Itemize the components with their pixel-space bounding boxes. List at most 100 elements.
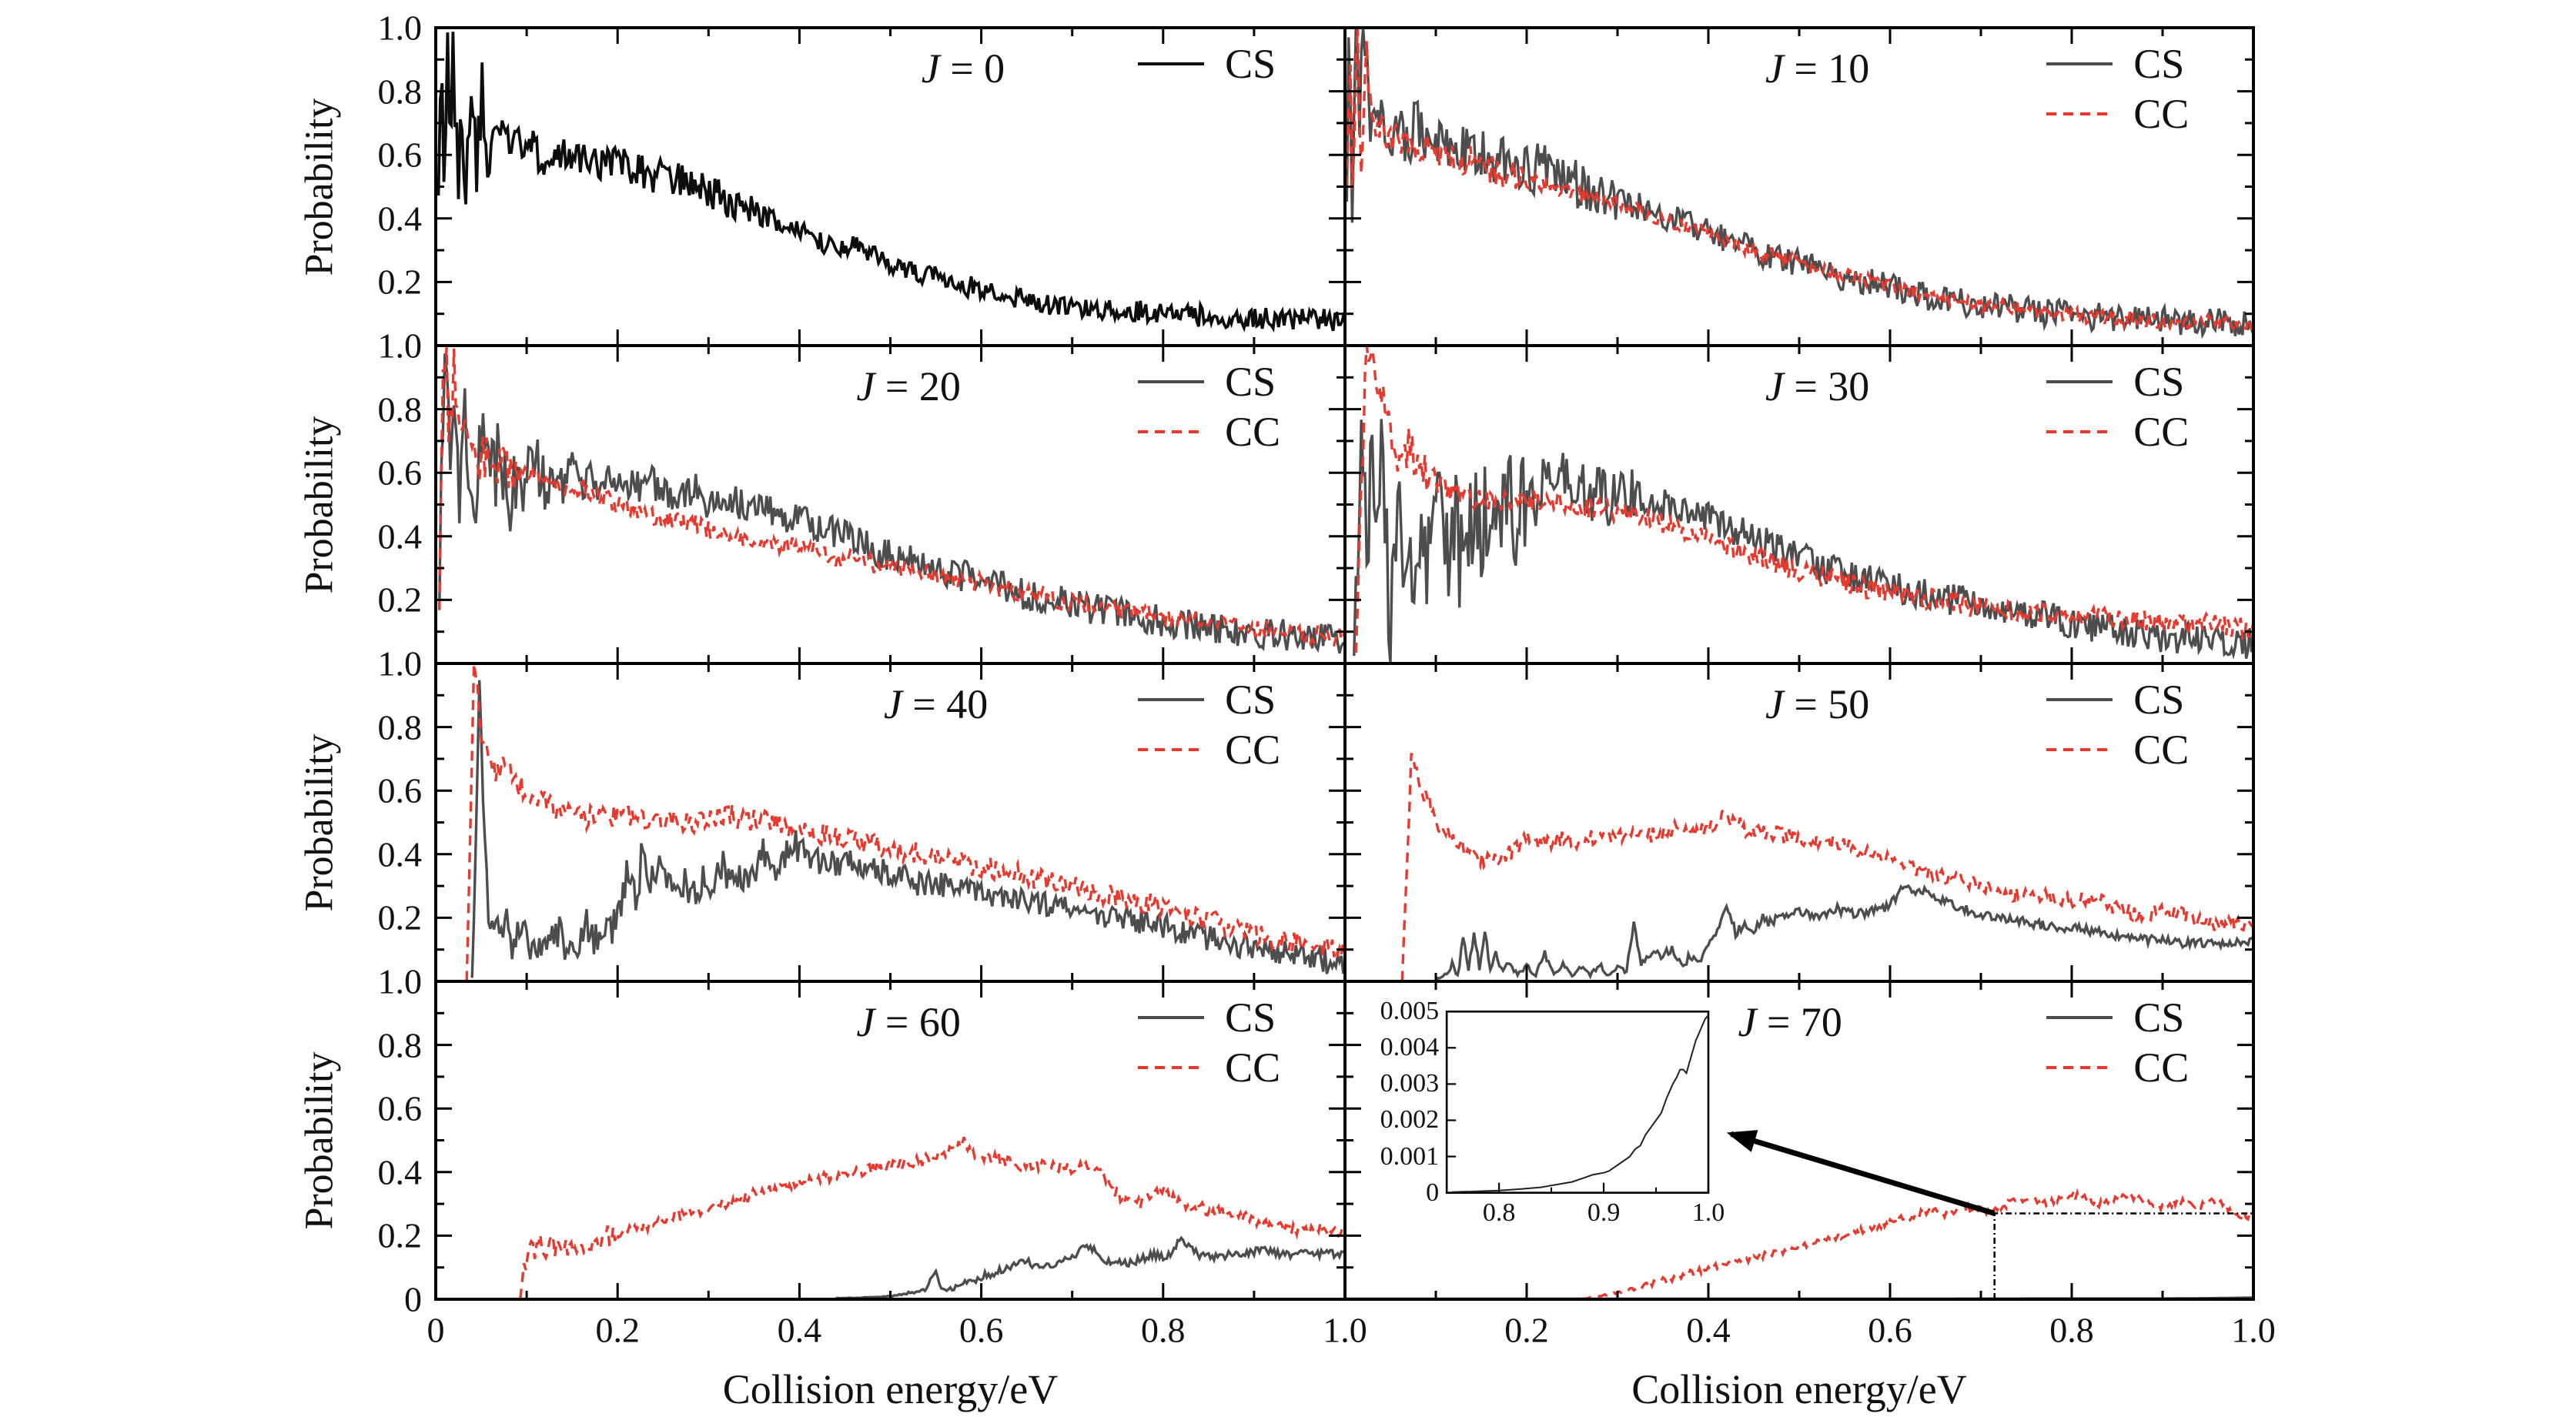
legend-label-cs: CS bbox=[2133, 359, 2185, 406]
x-tick-label: 0.2 bbox=[595, 1310, 640, 1350]
panel-label-j10: J = 10 bbox=[1765, 45, 1869, 92]
x-axis-title-right: Collision energy/eV bbox=[1631, 1366, 1967, 1412]
y-tick-label: 0.8 bbox=[377, 389, 423, 429]
panel-label-j-symbol: J bbox=[883, 680, 902, 727]
panel-label-value: = 30 bbox=[1783, 363, 1870, 409]
panel-label-value: = 40 bbox=[902, 680, 989, 727]
legend-sample-cs bbox=[1137, 380, 1204, 384]
legend-label-cs: CS bbox=[2133, 677, 2185, 724]
y-tick-label: 0.2 bbox=[377, 262, 423, 302]
curve-j70-cc bbox=[1581, 1188, 2253, 1299]
x-tick-label: 0.4 bbox=[777, 1310, 822, 1350]
panel-border bbox=[1343, 980, 2255, 1301]
legend-sample-cc bbox=[1137, 430, 1204, 434]
legend-label-cc: CC bbox=[1225, 727, 1281, 774]
y-tick-label: 0.6 bbox=[377, 770, 423, 810]
y-tick-label: 1.0 bbox=[377, 643, 423, 683]
panel-label-j-symbol: J bbox=[1765, 680, 1784, 727]
legend-sample-cc bbox=[2046, 430, 2113, 434]
x-tick-label-shared: 1.0 bbox=[1323, 1310, 1367, 1350]
y-tick-label: 1.0 bbox=[377, 961, 423, 1001]
panel-label-j-symbol: J bbox=[1765, 45, 1784, 92]
inset-y-tick-label: 0 bbox=[1426, 1178, 1440, 1207]
legend-label-cc: CC bbox=[2133, 91, 2190, 138]
y-tick-label-zero: 0 bbox=[404, 1279, 422, 1319]
panel-label-value: = 60 bbox=[875, 998, 961, 1045]
panel-j30 bbox=[1343, 344, 2255, 665]
legend-label-cc: CC bbox=[2133, 1044, 2190, 1091]
inset-frame bbox=[1445, 1010, 1710, 1194]
inset-curve-cs bbox=[1451, 1014, 1709, 1193]
inset-y-tick-label: 0.004 bbox=[1380, 1033, 1440, 1062]
curve-j20-cs bbox=[438, 353, 1345, 654]
y-tick-label: 0.6 bbox=[377, 453, 423, 493]
legend-label-cs: CS bbox=[1225, 41, 1276, 88]
legend-label-cs: CS bbox=[1225, 359, 1276, 406]
y-tick-label: 0.6 bbox=[377, 1088, 423, 1128]
y-axis-title: Probability bbox=[297, 97, 342, 276]
y-tick-label: 0.6 bbox=[377, 135, 423, 175]
legend-label-cc: CC bbox=[2133, 409, 2190, 456]
panel-label-j20: J = 20 bbox=[856, 363, 960, 410]
legend-sample-cs bbox=[2046, 62, 2113, 66]
y-tick-label: 0.8 bbox=[377, 1025, 423, 1065]
panel-label-value: = 20 bbox=[875, 363, 961, 409]
curve-j60-cs bbox=[835, 1235, 1345, 1299]
x-tick-label-right: 0.4 bbox=[1686, 1310, 1731, 1350]
legend-label-cs: CS bbox=[1225, 677, 1276, 724]
panel-label-j70: J = 70 bbox=[1738, 998, 1842, 1046]
y-axis-title: Probability bbox=[297, 733, 342, 912]
panel-j0 bbox=[434, 26, 1347, 347]
panel-label-j50: J = 50 bbox=[1765, 680, 1869, 728]
panel-label-value: = 70 bbox=[1756, 998, 1842, 1045]
curve-j40-cc bbox=[465, 663, 1345, 981]
x-tick-label: 0 bbox=[427, 1310, 445, 1350]
y-tick-label: 0.2 bbox=[377, 1215, 423, 1255]
legend-sample-cc bbox=[2046, 1066, 2113, 1070]
inset-y-tick-label: 0.003 bbox=[1380, 1069, 1440, 1098]
panel-label-j40: J = 40 bbox=[884, 680, 988, 728]
x-tick-label-right: 0.6 bbox=[1868, 1310, 1912, 1350]
panel-j70 bbox=[1343, 980, 2255, 1301]
panel-j40 bbox=[434, 662, 1347, 983]
inset-y-tick-label: 0.001 bbox=[1380, 1141, 1440, 1171]
curve-j20-cc bbox=[438, 347, 1345, 647]
panel-label-j-symbol: J bbox=[921, 45, 940, 92]
inset-x-tick-label: 1.0 bbox=[1691, 1198, 1725, 1227]
panel-label-value: = 50 bbox=[1783, 680, 1870, 727]
legend-sample-cs bbox=[1137, 698, 1204, 702]
x-axis-title-left: Collision energy/eV bbox=[722, 1366, 1059, 1412]
legend-label-cc: CC bbox=[2133, 727, 2190, 774]
legend-label-cc: CC bbox=[1225, 1044, 1281, 1091]
legend-label-cs: CS bbox=[2133, 994, 2185, 1041]
x-tick-label-right: 1.0 bbox=[2231, 1310, 2276, 1350]
zoom-region-box bbox=[1993, 1212, 2253, 1299]
curve-j10-cc bbox=[1345, 28, 2253, 334]
legend-label-cc: CC bbox=[1225, 409, 1281, 456]
x-tick-label: 0.8 bbox=[1141, 1310, 1186, 1350]
legend-sample-cc bbox=[1137, 748, 1204, 752]
curve-j0-cs bbox=[437, 32, 1345, 333]
legend-sample-cs bbox=[2046, 380, 2113, 384]
y-axis-title: Probability bbox=[297, 415, 342, 594]
legend-sample-cs bbox=[1137, 1016, 1204, 1020]
legend-sample-cc bbox=[1137, 1066, 1204, 1070]
legend-sample-cs bbox=[2046, 698, 2113, 702]
panel-label-j0: J = 0 bbox=[922, 45, 1005, 92]
panel-label-j30: J = 30 bbox=[1765, 363, 1869, 410]
curve-j30-cs bbox=[1353, 419, 2253, 663]
y-tick-label: 0.2 bbox=[377, 897, 423, 937]
panel-label-value: = 10 bbox=[1783, 45, 1870, 92]
y-tick-label: 0.4 bbox=[377, 834, 423, 874]
inset-x-tick-label: 0.8 bbox=[1482, 1198, 1516, 1227]
inset-y-tick-label: 0.002 bbox=[1380, 1105, 1440, 1135]
panel-label-j60: J = 60 bbox=[856, 998, 960, 1046]
x-tick-label-right: 0.8 bbox=[2049, 1310, 2094, 1350]
y-axis-title: Probability bbox=[297, 1051, 342, 1230]
y-tick-label: 0.2 bbox=[377, 580, 423, 620]
curve-j50-cs bbox=[1434, 884, 2253, 981]
inset-arrow-line bbox=[1730, 1131, 1996, 1216]
panel-label-j-symbol: J bbox=[1765, 363, 1784, 409]
